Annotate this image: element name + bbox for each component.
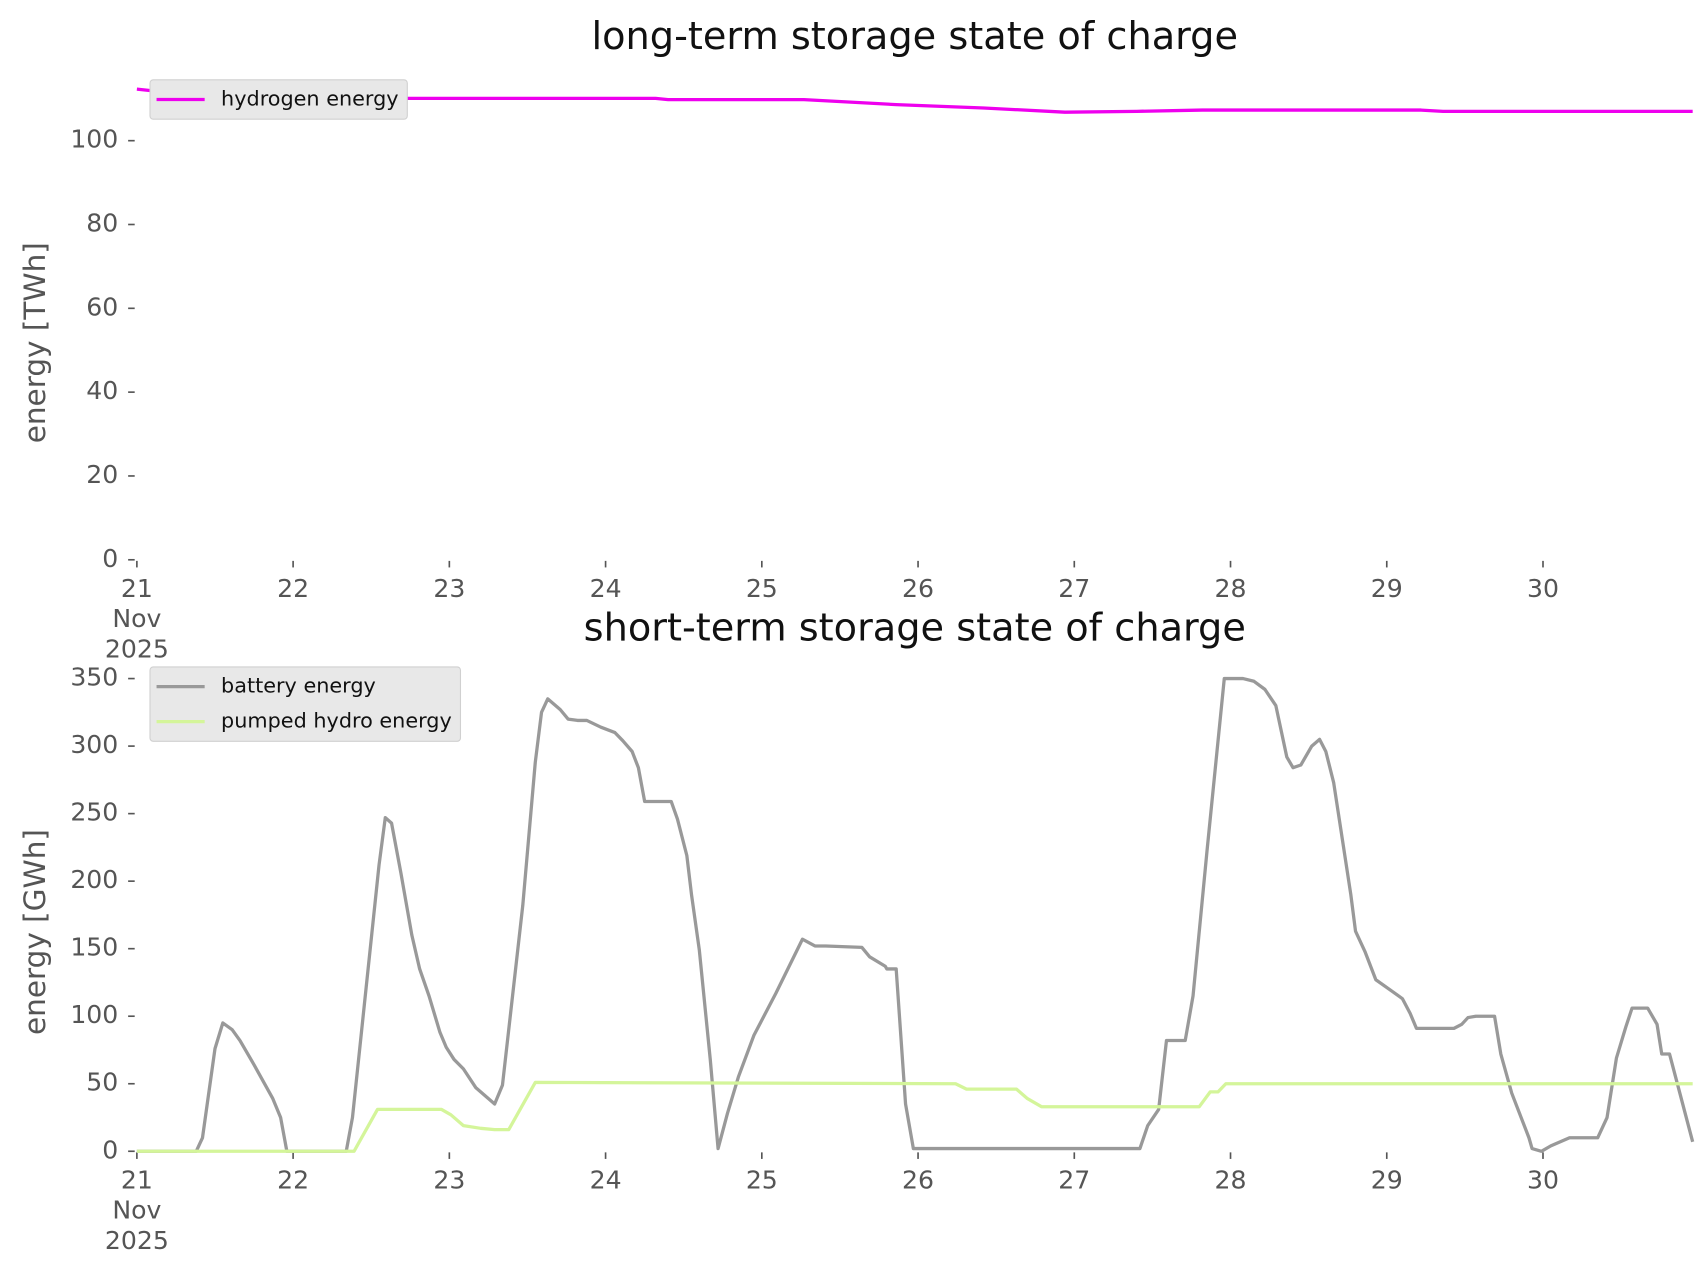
chart-title: long-term storage state of charge [592, 14, 1238, 59]
x-tick-label: 26 [902, 1165, 934, 1194]
legend-box [149, 79, 408, 120]
x-tick-label: 27 [1058, 1165, 1090, 1194]
legend: hydrogen energy [149, 79, 408, 120]
legend-box [149, 666, 462, 742]
x-tick-label: 28 [1215, 1165, 1247, 1194]
x-tick-label: 23 [433, 574, 465, 603]
chart-title: short-term storage state of charge [584, 605, 1246, 650]
y-tick-label: 0 [102, 544, 118, 573]
y-axis-label: energy [TWh] [18, 242, 52, 443]
y-tick-label: 50 [86, 1068, 118, 1097]
legend: battery energy pumped hydro energy [149, 666, 462, 742]
legend-label: hydrogen energy [221, 86, 398, 110]
x-tick-label: 29 [1371, 1165, 1403, 1194]
x-tick-label: 27 [1058, 574, 1090, 603]
x-tick-label: 26 [902, 574, 934, 603]
x-tick-label: 21 Nov 2025 [105, 1165, 169, 1254]
y-tick-label: 40 [86, 376, 118, 405]
x-tick-label: 25 [746, 574, 778, 603]
x-tick-label: 22 [277, 1165, 309, 1194]
y-tick-label: 60 [86, 292, 118, 321]
y-axis-label: energy [GWh] [18, 829, 52, 1035]
series-line [136, 676, 1695, 1153]
x-tick-label: 28 [1215, 574, 1247, 603]
y-tick-label: 0 [102, 1135, 118, 1164]
x-tick-label: 29 [1371, 574, 1403, 603]
legend-label: battery energy [221, 674, 376, 698]
y-tick-label: 300 [70, 730, 118, 759]
y-tick-label: 200 [70, 865, 118, 894]
x-tick-label: 21 Nov 2025 [105, 574, 169, 663]
x-tick-label: 25 [746, 1165, 778, 1194]
y-tick-label: 250 [70, 798, 118, 827]
x-tick-label: 30 [1527, 1165, 1559, 1194]
series-line [136, 1080, 1693, 1153]
x-tick-label: 24 [590, 574, 622, 603]
x-tick-label: 23 [433, 1165, 465, 1194]
y-tick-label: 350 [70, 663, 118, 692]
x-tick-label: 30 [1527, 574, 1559, 603]
legend-label: pumped hydro energy [221, 709, 452, 733]
x-tick-label: 22 [277, 574, 309, 603]
y-tick-label: 100 [70, 125, 118, 154]
y-tick-label: 80 [86, 208, 118, 237]
y-tick-label: 100 [70, 1000, 118, 1029]
y-tick-label: 150 [70, 933, 118, 962]
y-tick-label: 20 [86, 460, 118, 489]
x-tick-label: 24 [590, 1165, 622, 1194]
